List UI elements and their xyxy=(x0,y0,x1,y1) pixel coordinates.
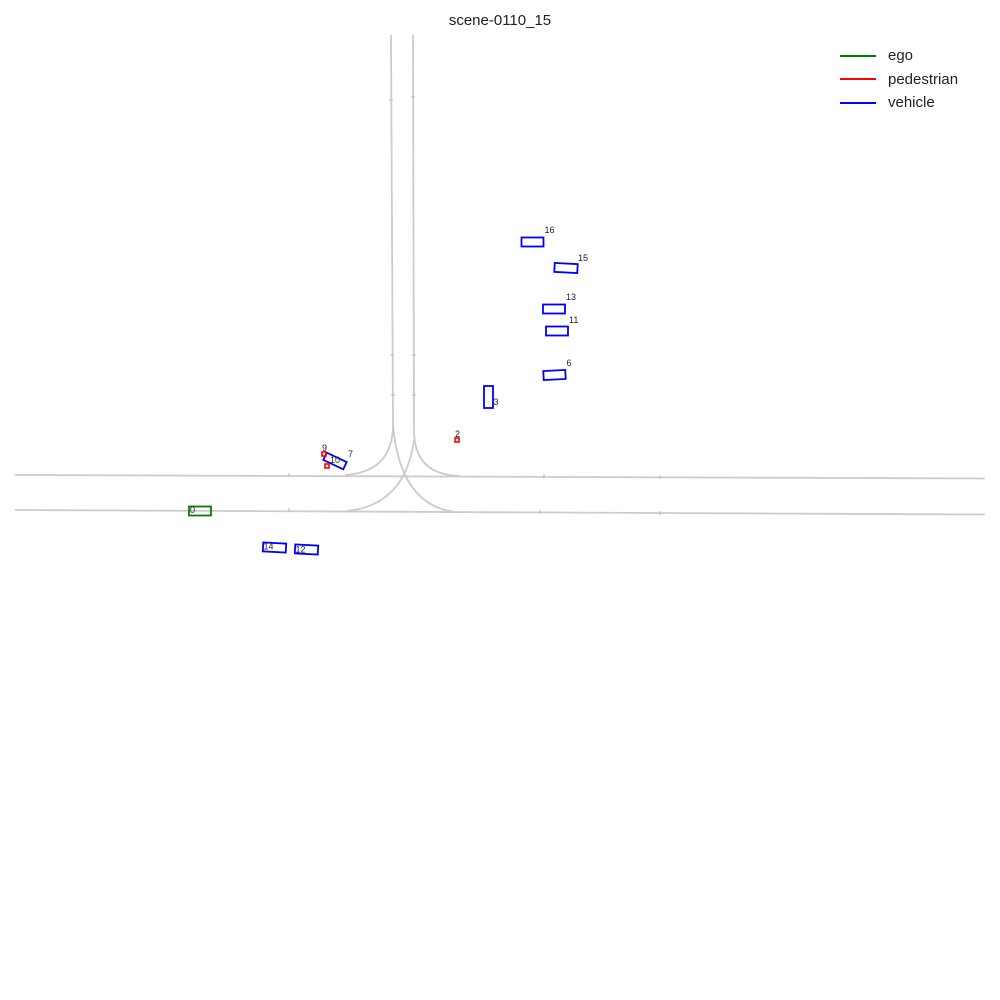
pedestrian-box xyxy=(454,437,460,443)
vehicle-agent-14: 14 xyxy=(261,541,288,554)
pedestrian-box xyxy=(321,451,327,457)
road-edge-north xyxy=(14,474,986,480)
agent-id-label: 10 xyxy=(330,455,340,465)
road-edge-west xyxy=(390,34,394,426)
agent-id-label: 6 xyxy=(567,358,572,368)
legend-item-vehicle: vehicle xyxy=(840,91,958,115)
vehicle-agent-15: 15 xyxy=(553,253,588,275)
legend: ego pedestrian vehicle xyxy=(840,44,958,115)
vehicle-agent-13: 13 xyxy=(542,292,576,315)
legend-swatch-pedestrian xyxy=(840,78,876,81)
scene-title: scene-0110_15 xyxy=(448,12,552,29)
agents-layer: 0 2 3 6 7 910 11 12 13 14 15 16 xyxy=(188,225,588,556)
vehicle-box xyxy=(542,368,567,382)
legend-swatch-vehicle xyxy=(840,101,876,104)
legend-label: ego xyxy=(888,47,914,65)
vehicle-box xyxy=(545,325,569,337)
legend-item-pedestrian: pedestrian xyxy=(840,68,958,92)
vehicle-box xyxy=(542,303,566,315)
agent-id-label: 0 xyxy=(190,505,195,515)
lane-connector xyxy=(344,419,394,476)
lane-connector xyxy=(413,429,461,477)
vehicle-box xyxy=(553,261,579,275)
ego-agent-0: 0 xyxy=(188,505,212,517)
road-edge-east xyxy=(412,34,415,431)
legend-swatch-ego xyxy=(840,54,876,57)
road-network xyxy=(14,34,986,516)
vehicle-box xyxy=(293,543,320,556)
legend-item-ego: ego xyxy=(840,44,958,68)
vehicle-agent-16: 16 xyxy=(520,225,555,248)
agent-id-label: 7 xyxy=(348,449,353,459)
agent-id-label: 11 xyxy=(569,315,578,325)
agent-id-label: 14 xyxy=(264,542,274,552)
ego-box xyxy=(188,505,212,517)
pedestrian-agent-10: 10 xyxy=(324,455,340,469)
vehicle-agent-11: 11 xyxy=(545,315,578,337)
vehicle-agent-3: 3 xyxy=(483,385,499,409)
vehicle-box xyxy=(261,541,288,554)
agent-id-label: 16 xyxy=(545,225,555,235)
agent-id-label: 3 xyxy=(494,397,499,407)
agent-id-label: 9 xyxy=(322,443,327,453)
pedestrian-agent-2: 2 xyxy=(454,429,460,443)
vehicle-agent-6: 6 xyxy=(542,358,572,382)
vehicle-agent-12: 12 xyxy=(293,543,320,556)
legend-label: vehicle xyxy=(888,94,935,112)
lane-connector xyxy=(346,439,415,512)
vehicle-box xyxy=(520,236,545,248)
pedestrian-box xyxy=(324,463,330,469)
pedestrian-agent-9: 9 xyxy=(321,443,327,457)
lane-connector xyxy=(392,424,456,513)
vehicle-box xyxy=(483,385,494,409)
agent-id-label: 15 xyxy=(578,253,588,263)
agent-id-label: 12 xyxy=(296,545,306,555)
agent-id-label: 13 xyxy=(566,292,576,302)
agent-id-label: 2 xyxy=(455,429,460,439)
road-edge-south xyxy=(14,509,986,516)
legend-label: pedestrian xyxy=(888,70,959,88)
